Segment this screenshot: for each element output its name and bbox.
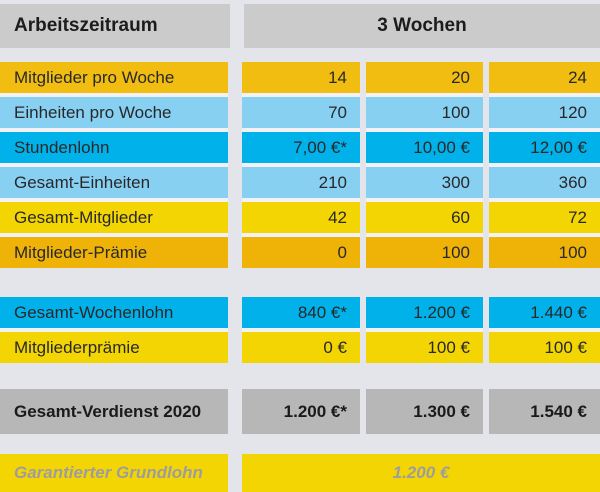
row-label: Gesamt-Wochenlohn (0, 297, 228, 332)
row-label: Gesamt-Einheiten (0, 167, 228, 202)
row-value: 360 (489, 167, 600, 202)
table-row-garantierter-grundlohn: Garantierter Grundlohn 1.200 € (0, 454, 600, 492)
row-value: 7,00 €* (242, 132, 360, 167)
row-value: 14 (242, 62, 360, 97)
row-value: 100 (366, 237, 483, 268)
total-value: 1.200 €* (242, 389, 360, 434)
row-value: 1.200 € (366, 297, 483, 332)
row-value: 60 (366, 202, 483, 237)
footer-value: 1.200 € (242, 454, 600, 492)
row-value: 100 (366, 97, 483, 132)
row-value: 12,00 € (489, 132, 600, 167)
table-row-stundenlohn: Stundenlohn 7,00 €* 10,00 € 12,00 € (0, 132, 600, 167)
row-value: 72 (489, 202, 600, 237)
row-value: 0 € (242, 332, 360, 363)
row-value: 100 € (489, 332, 600, 363)
row-value: 0 (242, 237, 360, 268)
row-value: 120 (489, 97, 600, 132)
row-group-weekly: Mitglieder pro Woche 14 20 24 Einheiten … (0, 62, 600, 268)
row-value: 24 (489, 62, 600, 97)
row-value: 300 (366, 167, 483, 202)
total-value: 1.540 € (489, 389, 600, 434)
total-label: Gesamt-Verdienst 2020 (0, 389, 228, 434)
table-row-einheiten-pro-woche: Einheiten pro Woche 70 100 120 (0, 97, 600, 132)
row-value: 840 €* (242, 297, 360, 332)
total-value: 1.300 € (366, 389, 483, 434)
table-row-gesamt-wochenlohn: Gesamt-Wochenlohn 840 €* 1.200 € 1.440 € (0, 297, 600, 332)
header-label: Arbeitszeitraum (0, 4, 230, 48)
row-label: Mitgliederprämie (0, 332, 228, 363)
footer-label: Garantierter Grundlohn (0, 454, 228, 492)
row-label: Einheiten pro Woche (0, 97, 228, 132)
table-row-gesamt-mitglieder: Gesamt-Mitglieder 42 60 72 (0, 202, 600, 237)
row-value: 10,00 € (366, 132, 483, 167)
row-label: Gesamt-Mitglieder (0, 202, 228, 237)
row-value: 100 € (366, 332, 483, 363)
table-row-gesamt-einheiten: Gesamt-Einheiten 210 300 360 (0, 167, 600, 202)
table-row-gesamt-verdienst: Gesamt-Verdienst 2020 1.200 €* 1.300 € 1… (0, 389, 600, 434)
table-row-mitgliederpraemie: Mitgliederprämie 0 € 100 € 100 € (0, 332, 600, 363)
header-period: 3 Wochen (244, 4, 600, 48)
row-group-totals: Gesamt-Wochenlohn 840 €* 1.200 € 1.440 €… (0, 297, 600, 363)
table-header-row: Arbeitszeitraum 3 Wochen (0, 4, 600, 48)
row-label: Mitglieder-Prämie (0, 237, 228, 268)
row-value: 1.440 € (489, 297, 600, 332)
row-label: Stundenlohn (0, 132, 228, 167)
table-row-mitglieder-praemie: Mitglieder-Prämie 0 100 100 (0, 237, 600, 268)
row-value: 42 (242, 202, 360, 237)
row-value: 210 (242, 167, 360, 202)
row-value: 20 (366, 62, 483, 97)
row-value: 70 (242, 97, 360, 132)
row-label: Mitglieder pro Woche (0, 62, 228, 97)
row-value: 100 (489, 237, 600, 268)
table-row-mitglieder-pro-woche: Mitglieder pro Woche 14 20 24 (0, 62, 600, 97)
